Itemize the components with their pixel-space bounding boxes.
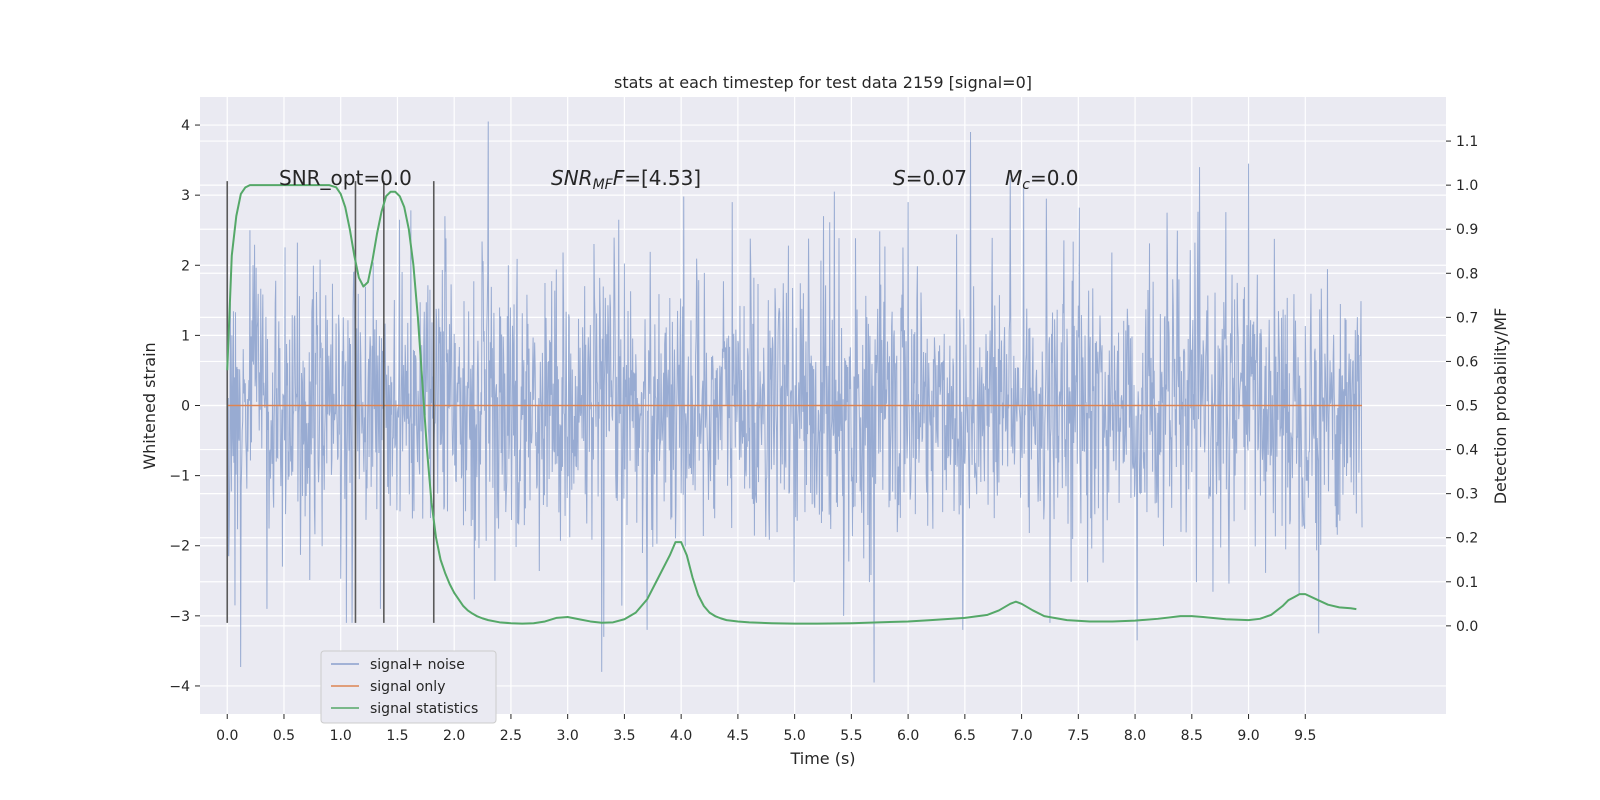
annotation-snr-opt: SNR_opt=0.0 [279,166,412,190]
y-right-tick-label: 0.4 [1456,443,1478,459]
x-tick-label: 4.0 [670,728,692,744]
x-tick-label: 5.0 [783,728,805,744]
x-tick-label: 0.0 [216,728,238,744]
y-right-tick-label: 0.1 [1456,575,1478,591]
y-left-axis-label: Whitened strain [140,342,159,469]
y-right-tick-label: 1.1 [1456,134,1478,150]
x-tick-label: 8.0 [1124,728,1146,744]
y-left-tick-label: 4 [181,118,190,134]
y-left-tick-label: 3 [181,188,190,204]
y-left-tick-label: 0 [181,399,190,415]
snr-mf-name: SNR [551,166,593,190]
legend-label-signal-plus-noise: signal+ noise [370,657,465,673]
s-name: S [893,166,906,190]
legend-label-signal-statistics: signal statistics [370,701,478,717]
x-tick-label: 4.5 [727,728,749,744]
x-tick-label: 2.5 [500,728,522,744]
y-left-axis-ticks: 4 3 2 1 0 −1 −2 −3 −4 [169,118,200,695]
x-tick-label: 2.0 [443,728,465,744]
series-signal-plus-noise [226,121,1363,683]
statistics-line [226,184,1357,625]
x-tick-label: 6.0 [897,728,919,744]
x-tick-label: 7.0 [1010,728,1032,744]
mc-name: M [1005,166,1022,190]
y-left-tick-label: 2 [181,258,190,274]
chart-title: stats at each timestep for test data 215… [614,73,1032,92]
x-tick-label: 5.5 [840,728,862,744]
x-axis-label: Time (s) [789,749,855,768]
y-right-tick-label: 0.0 [1456,619,1478,635]
y-left-tick-label: 1 [181,328,190,344]
snr-mf-value: =[4.53] [624,166,701,190]
y-right-axis-label: Detection probability/MF [1491,308,1510,505]
x-tick-label: 1.5 [386,728,408,744]
y-right-tick-label: 1.0 [1456,178,1478,194]
x-tick-label: 8.5 [1181,728,1203,744]
x-tick-label: 9.5 [1294,728,1316,744]
y-left-tick-label: −1 [169,469,190,485]
noise-line [226,121,1363,683]
snr-mf-f: F [613,166,625,190]
y-right-tick-label: 0.6 [1456,354,1478,370]
annotation-s: S=0.07 [893,166,967,190]
y-right-axis-ticks: 1.1 1.0 0.9 0.8 0.7 0.6 0.5 0.4 0.3 0.2 0.1 0.0 [1446,134,1478,635]
s-value: =0.07 [906,166,967,190]
legend-label-signal-only: signal only [370,679,445,695]
vertical-markers [226,181,435,623]
x-tick-label: 6.5 [954,728,976,744]
x-tick-label: 0.5 [273,728,295,744]
annotation-mc: Mc=0.0 [1005,166,1079,193]
y-right-tick-label: 0.3 [1456,487,1478,503]
mc-subscript: c [1022,177,1030,193]
series-signal-statistics [226,184,1357,625]
y-right-tick-label: 0.7 [1456,310,1478,326]
legend-box [320,650,497,724]
legend: signal+ noise signal only signal statist… [320,650,497,724]
x-tick-label: 7.5 [1067,728,1089,744]
x-axis-ticks: 0.0 0.5 1.0 1.5 2.0 2.5 3.0 3.5 4.0 4.5 5.0 5.5 6.0 6… [216,714,1316,744]
y-right-tick-label: 0.5 [1456,399,1478,415]
y-right-tick-label: 0.2 [1456,531,1478,547]
mc-value: =0.0 [1030,166,1079,190]
x-tick-label: 9.0 [1237,728,1259,744]
y-left-tick-label: −3 [169,609,190,625]
y-right-tick-label: 0.8 [1456,266,1478,282]
x-tick-label: 3.5 [613,728,635,744]
y-right-tick-label: 0.9 [1456,222,1478,238]
annotation-snr-mf: SNRMFF=[4.53] [551,166,701,193]
snr-mf-subscript: MF [593,177,614,193]
x-tick-label: 3.0 [557,728,579,744]
y-left-tick-label: −2 [169,539,190,555]
y-left-tick-label: −4 [169,679,190,695]
x-tick-label: 1.0 [330,728,352,744]
